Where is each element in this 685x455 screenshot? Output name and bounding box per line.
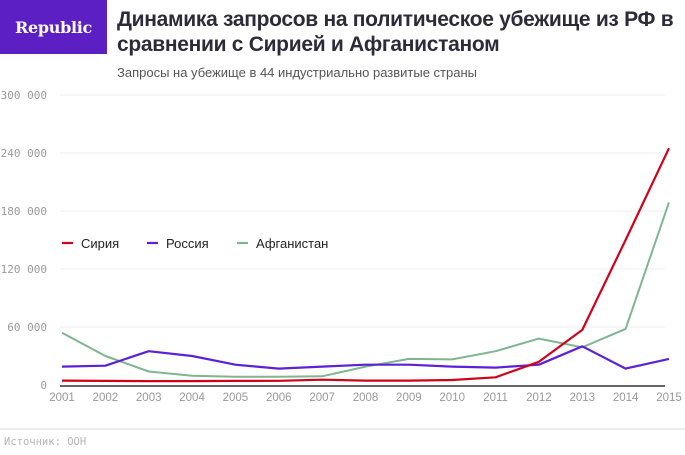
source-note: Источник: ООН [4,436,87,448]
republic-logo[interactable]: Republic [0,0,107,54]
x-tick-label: 2013 [569,392,595,404]
logo-text: Republic [15,17,92,37]
series-line-2 [61,201,670,378]
legend-item: Россия [147,236,209,251]
x-tick-label: 2015 [656,392,682,404]
x-tick-label: 2002 [93,392,119,404]
legend-label: Сирия [81,236,119,251]
y-tick-label: 60 000 [7,321,47,334]
gridlines [60,94,665,328]
legend-item: Сирия [62,236,119,251]
x-tick-label: 2004 [179,392,205,404]
chart-title: Динамика запросов на политическое убежищ… [117,8,674,56]
x-tick-label: 2006 [266,392,292,404]
y-tick-label: 0 [40,379,47,392]
x-tick-label: 2001 [49,392,75,404]
legend-item: Афганистан [237,236,328,251]
x-tick-label: 2009 [396,392,422,404]
series-line-0 [61,147,670,383]
x-tick-label: 2010 [439,392,465,404]
x-tick-label: 2011 [483,392,508,404]
legend-label: Афганистан [256,236,328,251]
x-axis-ticks: 2001 2002 2003 2004 2005 2006 2007 2008 2009 2010… [49,392,682,404]
x-tick-label: 2003 [136,392,162,404]
x-tick-label: 2005 [223,392,249,404]
x-tick-label: 2007 [309,392,335,404]
series-line-1 [61,345,670,370]
y-tick-label: 180 000 [1,205,47,218]
legend-label: Россия [166,236,209,251]
y-tick-label: 300 000 [1,89,47,102]
series-lines [61,147,670,383]
y-axis-ticks: 0 60 000 120 000 180 000 240 000 300 000 [1,89,47,392]
y-tick-label: 240 000 [1,147,47,160]
footer-divider [0,428,685,430]
chart-subtitle: Запросы на убежище в 44 индустриально ра… [117,65,477,80]
x-tick-label: 2014 [613,392,639,404]
line-chart: 0 60 000 120 000 180 000 240 000 300 000 2001… [1,89,682,404]
x-tick-label: 2012 [526,392,552,404]
x-tick-label: 2008 [353,392,379,404]
legend: Сирия Россия Афганистан [62,236,328,251]
y-tick-label: 120 000 [1,263,47,276]
